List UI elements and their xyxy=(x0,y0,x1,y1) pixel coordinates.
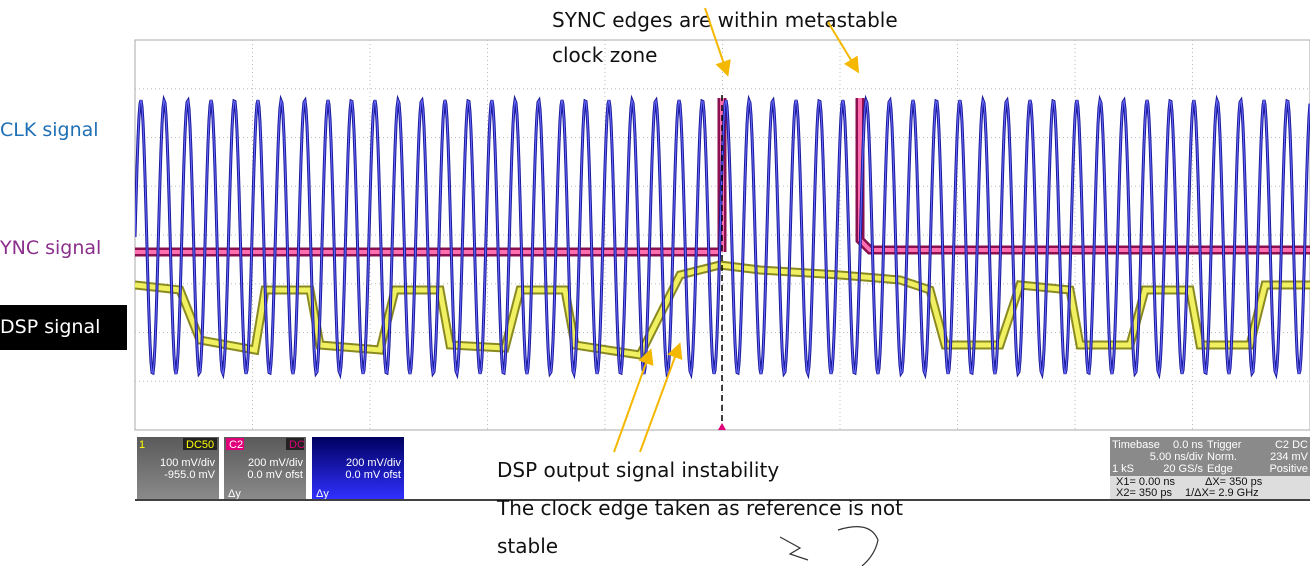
sample-rate: 20 GS/s xyxy=(1163,463,1203,475)
delta-y: Δy xyxy=(228,488,241,500)
offset: -955.0 mV xyxy=(164,469,215,481)
coupling: DC50 xyxy=(186,439,214,451)
coupling: DC xyxy=(289,439,305,451)
trigger-type: Edge xyxy=(1207,463,1233,475)
trigger-label: Trigger xyxy=(1207,439,1242,451)
channel-id: C2 xyxy=(229,439,243,451)
delta-y: Δy xyxy=(316,488,329,500)
cursor: X2= 350 ps xyxy=(1116,487,1172,499)
offset: 0.0 mV ofst xyxy=(345,469,401,481)
trigger-level: 234 mV xyxy=(1270,451,1309,463)
trigger-mode: Norm. xyxy=(1207,451,1237,463)
sketch xyxy=(780,527,878,566)
timebase-delay: 0.0 ns xyxy=(1173,439,1203,451)
clk-label: CLK signal xyxy=(0,119,99,141)
samples: 1 kS xyxy=(1112,463,1134,475)
trigger-slope: Positive xyxy=(1269,463,1308,475)
scale: 100 mV/div xyxy=(160,457,216,469)
annotation: DSP output signal instability xyxy=(497,458,779,482)
sync-label: YNC signal xyxy=(0,237,101,259)
timebase-scale: 5.00 ns/div xyxy=(1150,451,1204,463)
annotation: The clock edge taken as reference is not xyxy=(496,496,903,520)
timebase-label: Timebase xyxy=(1112,439,1160,451)
cursor: 1/ΔX= 2.9 GHz xyxy=(1185,487,1259,499)
annotation: SYNC edges are within metastable xyxy=(552,8,898,32)
annotation: clock zone xyxy=(552,43,657,67)
scale: 200 mV/div xyxy=(248,457,304,469)
offset: 0.0 mV ofst xyxy=(247,469,303,481)
annotation: stable xyxy=(497,534,558,558)
slide: CLK signal YNC signal DSP signal SYNC ed… xyxy=(0,0,1310,566)
scale: 200 mV/div xyxy=(346,457,402,469)
trigger-source: C2 DC xyxy=(1275,439,1308,451)
dsp-label: DSP signal xyxy=(0,316,100,338)
channel-id: 1 xyxy=(139,439,145,451)
